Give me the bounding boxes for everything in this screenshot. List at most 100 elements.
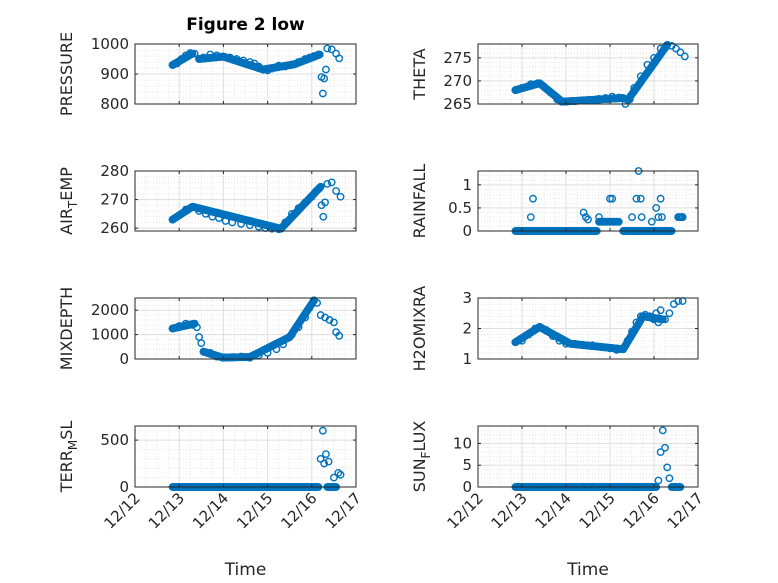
data-point [173,59,181,68]
panel-theta: 265 270 275 THETA [410,41,699,113]
y-axis-label: AIRTEMP [57,167,80,235]
x-tick-label: 12/17 [322,489,365,532]
x-tick-label: 12/16 [277,489,320,532]
y-axis-label: TERRMSL [57,421,80,494]
data-point [529,194,537,203]
data-point [319,212,328,221]
data-point [168,61,177,69]
data-point [584,215,592,224]
axes-box [477,170,699,232]
data-point [322,65,330,74]
y-tick-label: 0 [462,222,472,240]
axes-box [134,297,357,360]
data-point [663,41,672,49]
data-point [595,213,603,222]
data-point [228,353,237,361]
data-point [661,315,669,324]
data-point [511,86,520,95]
y-axis-label: RAINFALL [410,164,429,239]
data-point [628,213,636,222]
data-point [597,217,606,226]
data-point [518,336,526,345]
data-point [663,463,672,472]
data-point [307,192,316,201]
data-point [674,213,683,222]
data-point [542,326,551,334]
axes-box [134,170,357,232]
data-point [628,327,636,336]
data-point [315,184,324,193]
data-point [636,312,645,321]
y-tick-label: 1000 [91,35,129,53]
data-point [548,332,557,341]
data-point [195,55,203,63]
data-point [335,54,344,63]
data-point [336,470,345,479]
data-point [168,324,177,333]
panel-rainfall: 0 0.5 1 RAINFALL [410,164,699,240]
data-point [588,341,597,350]
data-point [279,340,287,349]
data-point [335,331,344,340]
data-point [323,179,332,188]
data-point [318,89,327,98]
data-point [656,306,665,315]
y-tick-label: 260 [100,219,129,237]
y-tick-label: 2 [462,320,472,338]
data-point [268,64,276,73]
data-point [526,213,535,222]
y-axis-label: H2OMIXRA [410,286,429,372]
data-point [329,318,338,327]
data-point [678,213,687,222]
data-point [597,342,606,351]
data-point [336,192,345,201]
data-point [643,60,652,69]
y-tick-label: 3 [462,289,472,307]
y-tick-label: 265 [443,95,472,113]
data-point [327,178,336,187]
y-axis-label: MIXDEPTH [57,287,76,370]
panel-mixdepth: 0 1000 2000 MIXDEPTH [57,287,357,370]
y-tick-label: 1000 [91,326,129,344]
y-tick-label: 2000 [91,301,129,319]
data-point [652,204,661,212]
data-point [332,187,341,195]
data-point [237,352,245,361]
data-point [619,344,628,353]
axes-box [477,43,699,105]
data-point [540,82,548,91]
data-point [636,72,645,81]
data-point [246,58,254,66]
data-point [215,214,223,223]
data-point [199,53,208,62]
data-point [661,443,669,452]
data-point [168,215,177,224]
y-tick-label: 800 [100,95,129,113]
data-point [305,303,314,312]
data-point [320,74,329,83]
data-point [656,44,665,53]
data-point [301,198,310,207]
x-tick-label: 12/13 [488,489,531,532]
y-axis-label: PRESSURE [57,32,76,116]
data-point [281,62,290,71]
data-point [654,213,663,222]
axes-box [477,425,699,488]
data-point [553,95,562,104]
data-point [665,474,674,483]
data-point [175,322,184,330]
data-point [313,298,322,307]
data-point [562,97,570,106]
data-point [181,205,190,214]
y-tick-label: 10 [453,434,472,452]
data-point [637,213,646,222]
data-point [579,208,588,217]
data-point [188,202,197,211]
y-axis-label: SUNFLUX [410,421,433,493]
data-point [535,323,544,331]
data-point [570,339,579,348]
data-point [175,211,184,220]
